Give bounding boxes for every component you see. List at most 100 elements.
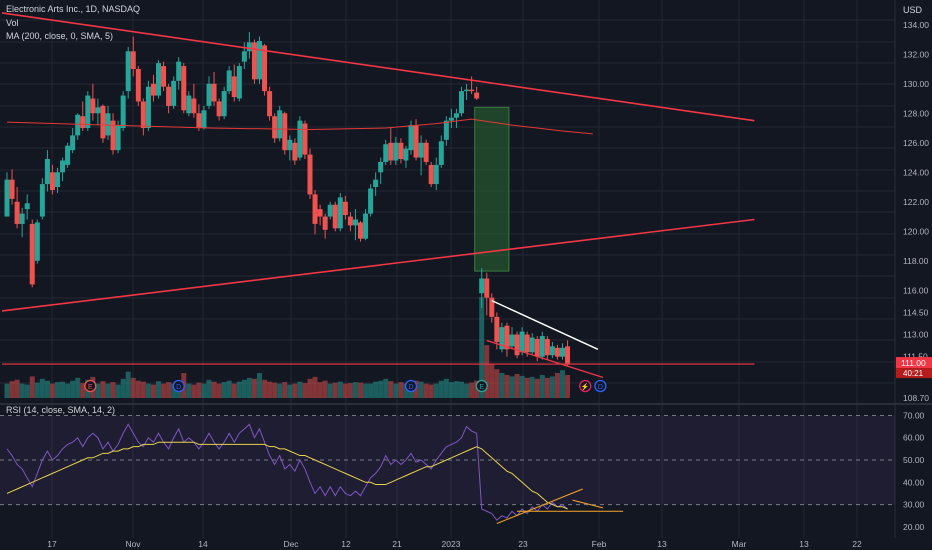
event-dividend-marker[interactable] <box>172 379 185 393</box>
volume-bar <box>150 384 156 398</box>
volume-bar <box>24 384 30 398</box>
candle-body <box>484 278 490 298</box>
volume-bar <box>267 381 273 398</box>
ma200-line <box>6 118 593 135</box>
time-tick-label: 12 <box>341 539 351 549</box>
volume-bar <box>166 382 172 398</box>
event-dividend-marker[interactable] <box>594 379 607 393</box>
candle-body <box>196 113 202 129</box>
last-price-value: 111.00 <box>901 358 926 368</box>
candle-body <box>307 154 313 195</box>
candle-body <box>181 66 187 111</box>
candle-body <box>191 98 197 114</box>
rsi-line <box>6 423 568 521</box>
rsi-tick-label: 60.00 <box>903 433 925 443</box>
volume-bar <box>423 383 429 398</box>
candle-body <box>489 297 495 317</box>
ma-legend: MA (200, close, 0, SMA, 5) <box>6 31 113 41</box>
volume-bar <box>55 382 60 398</box>
candle-body <box>145 86 151 129</box>
trendlines[interactable] <box>1 12 755 378</box>
time-tick-label: Dec <box>283 539 299 549</box>
volume-bar <box>332 382 338 398</box>
candle-body <box>398 142 404 160</box>
volume-bar <box>231 383 237 398</box>
event-marker-label: E <box>479 384 484 391</box>
volume-bar <box>241 379 247 398</box>
candle-body <box>342 201 348 216</box>
volume-bar <box>145 383 151 398</box>
candle-body <box>514 334 520 356</box>
candle-body <box>246 42 252 52</box>
trendline-channel-bottom[interactable] <box>486 339 604 378</box>
time-tick-label: 23 <box>518 539 528 549</box>
volume-bar <box>246 377 252 398</box>
rsi-trendline[interactable] <box>496 488 583 524</box>
candle-body <box>39 184 45 217</box>
volume-bar <box>65 383 71 398</box>
candle-body <box>428 164 434 185</box>
rsi-tick-label: 20.00 <box>903 522 925 532</box>
volume-bar <box>216 383 222 398</box>
event-earnings-marker[interactable] <box>475 379 488 393</box>
volume-bar <box>312 376 318 398</box>
price-axis[interactable]: 134.00 132.00 130.00 128.00 126.00 124.00 122.… <box>896 20 932 532</box>
candle-body <box>211 83 217 102</box>
volume-bar <box>529 376 535 398</box>
time-axis[interactable]: 17 Nov 14 Dec 12 21 2023 23 Feb 13 Mar 13 22 <box>0 538 932 550</box>
candle-body <box>282 113 288 151</box>
volume-bar <box>140 381 146 398</box>
volume-bar <box>44 380 50 398</box>
candle-body <box>115 125 121 151</box>
price-tick-label: 108.70 <box>903 393 929 403</box>
volume-bar <box>322 380 328 398</box>
rsi-tick-label: 70.00 <box>903 410 925 420</box>
candle-body <box>529 337 535 353</box>
volume-bar <box>388 381 394 398</box>
event-dividend-marker[interactable] <box>404 379 418 393</box>
trendline-lower-support[interactable] <box>1 218 755 312</box>
trendline-channel-top[interactable] <box>491 299 599 350</box>
volume-bar <box>156 381 161 398</box>
time-tick-label: Nov <box>125 539 141 549</box>
candles <box>4 32 571 366</box>
volume-bar <box>438 380 444 398</box>
volume-bar <box>383 378 389 398</box>
candle-body <box>221 91 227 117</box>
last-price-tag[interactable] <box>896 357 932 369</box>
candle-body <box>287 139 293 151</box>
rsi-trendline[interactable] <box>572 499 604 509</box>
target-zone-box[interactable] <box>474 106 510 272</box>
volume-bar <box>297 381 303 398</box>
price-target-zone[interactable] <box>474 106 510 272</box>
price-tick-label: 113.00 <box>903 330 929 340</box>
volume-bar <box>342 383 348 398</box>
candle-body <box>459 91 464 114</box>
candle-body <box>554 347 560 357</box>
event-earnings-marker[interactable] <box>84 379 97 393</box>
candle-body <box>327 204 333 217</box>
candle-body <box>499 327 505 350</box>
event-split-marker[interactable] <box>579 379 592 393</box>
volume-bar <box>560 370 565 398</box>
volume-bar <box>393 383 399 398</box>
candle-body <box>403 148 409 161</box>
time-tick-label: 21 <box>392 539 402 549</box>
candle-body <box>60 160 66 173</box>
candle-body <box>105 113 111 136</box>
candle-body <box>347 216 353 226</box>
candle-body <box>14 201 20 224</box>
volume-bar <box>363 383 369 398</box>
trendline-upper-resistance[interactable] <box>1 12 755 122</box>
volume-bar <box>4 383 10 398</box>
candle-body <box>166 86 172 106</box>
rsi-ma-line <box>6 441 568 510</box>
volume-bar <box>29 376 35 398</box>
candle-body <box>226 70 232 92</box>
candle-body <box>90 98 96 114</box>
time-tick-label: 13 <box>799 539 809 549</box>
candle-body <box>65 145 71 165</box>
event-markers[interactable]: E D D E ⚡ D <box>84 379 607 393</box>
volume-bar <box>251 378 257 398</box>
